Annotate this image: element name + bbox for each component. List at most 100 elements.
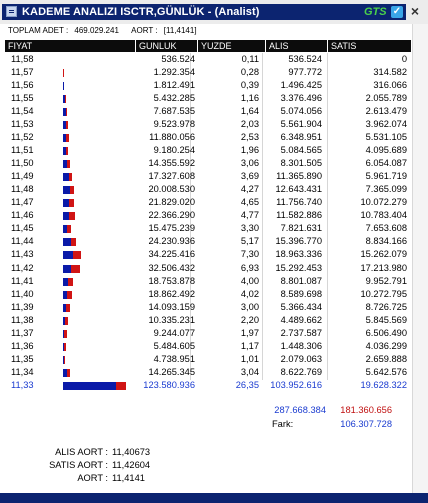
price-cell: 11,46 <box>11 210 34 221</box>
table-row[interactable]: 11,34 14.265.345 3,04 8.622.769 5.642.576 <box>5 366 411 379</box>
ask-bar <box>73 251 81 260</box>
ask-bar <box>63 69 64 78</box>
table-row[interactable]: 11,56 1.812.491 0,39 1.496.425 316.066 <box>5 79 411 92</box>
fark-value: 106.307.728 <box>340 419 392 429</box>
table-row[interactable]: 11,38 10.335.231 2,20 4.489.662 5.845.569 <box>5 314 411 327</box>
quantity-cell: 11.880.056 <box>149 132 195 143</box>
satis-cell: 6.054.087 <box>365 158 407 169</box>
percent-cell: 7,30 <box>240 249 259 260</box>
col-alis[interactable]: ALIS <box>265 40 327 52</box>
quantity-cell: 17.327.608 <box>148 171 195 182</box>
close-icon[interactable]: × <box>410 3 420 19</box>
alis-cell: 11.582.886 <box>276 210 322 221</box>
ask-bar <box>67 160 70 169</box>
quantity-cell: 1.292.354 <box>153 67 195 78</box>
window-menu-icon[interactable] <box>6 6 17 17</box>
bid-bar <box>63 329 64 338</box>
price-cell: 11,44 <box>11 236 34 247</box>
aort-total: AORT : 11,4141 <box>20 473 145 483</box>
brand-label: GTS <box>364 6 387 18</box>
col-fiyat[interactable]: FIYAT <box>8 41 33 51</box>
quantity-cell: 14.265.345 <box>148 366 195 377</box>
table-row[interactable]: 11,50 14.355.592 3,06 8.301.505 6.054.087 <box>5 157 411 170</box>
quantity-cell: 18.753.878 <box>148 275 195 286</box>
table-row[interactable]: 11,42 32.506.432 6,93 15.292.453 17.213.980 <box>5 262 411 275</box>
table-row[interactable]: 11,45 15.475.239 3,30 7.821.631 7.653.608 <box>5 222 411 235</box>
table-row[interactable]: 11,55 5.432.285 1,16 3.376.496 2.055.789 <box>5 92 411 105</box>
ask-bar <box>69 173 72 182</box>
percent-cell: 1,64 <box>240 106 259 117</box>
quantity-cell: 20.008.530 <box>148 184 195 195</box>
table-row[interactable]: 11,58 536.524 0,11 536.524 0 <box>5 53 411 66</box>
price-cell: 11,49 <box>11 171 34 182</box>
col-yuzde[interactable]: YUZDE <box>197 40 265 52</box>
col-satis[interactable]: SATIS <box>327 40 411 52</box>
quantity-cell: 34.225.416 <box>148 249 195 260</box>
bid-bar <box>63 316 65 325</box>
table-row[interactable]: 11,52 11.880.056 2,53 6.348.951 5.531.105 <box>5 131 411 144</box>
table-row[interactable]: 11,39 14.093.159 3,00 5.366.434 8.726.725 <box>5 301 411 314</box>
table-row[interactable]: 11,57 1.292.354 0,28 977.772 314.582 <box>5 66 411 79</box>
quantity-cell: 24.230.936 <box>148 236 195 247</box>
table-row[interactable]: 11,44 24.230.936 5,17 15.396.770 8.834.166 <box>5 235 411 248</box>
table-row[interactable]: 11,41 18.753.878 4,00 8.801.087 9.952.791 <box>5 275 411 288</box>
price-cell: 11,58 <box>11 54 34 64</box>
satis-cell: 6.506.490 <box>365 327 407 338</box>
alis-cell: 15.292.453 <box>275 262 322 273</box>
bid-bar <box>63 251 73 260</box>
table-row[interactable]: 11,47 21.829.020 4,65 11.756.740 10.072.279 <box>5 196 411 209</box>
aort-total-value: 11,4141 <box>112 473 145 483</box>
table-row[interactable]: 11,37 9.244.077 1,97 2.737.587 6.506.490 <box>5 327 411 340</box>
title-bar-inner: KADEME ANALIZI ISCTR,GÜNLÜK - (Analist) … <box>2 4 406 20</box>
quantity-cell: 9.523.978 <box>153 119 195 130</box>
satis-cell: 8.726.725 <box>365 301 407 312</box>
bid-bar <box>63 95 65 104</box>
total-satis: 181.360.656 <box>340 405 392 415</box>
table-row[interactable]: 11,35 4.738.951 1,01 2.079.063 2.659.888 <box>5 353 411 366</box>
title-bar[interactable]: KADEME ANALIZI ISCTR,GÜNLÜK - (Analist) … <box>0 0 428 24</box>
table-row[interactable]: 11,43 34.225.416 7,30 18.963.336 15.262.079 <box>5 248 411 261</box>
quantity-cell: 123.580.936 <box>143 379 195 390</box>
ask-bar <box>64 355 65 364</box>
ask-bar <box>66 108 67 117</box>
bid-bar <box>63 355 64 364</box>
bid-bar <box>63 199 69 208</box>
ask-bar <box>67 225 71 234</box>
table-row[interactable]: 11,46 22.366.290 4,77 11.582.886 10.783.404 <box>5 209 411 222</box>
aort-total-label: AORT : <box>77 473 108 483</box>
price-cell: 11,35 <box>11 353 34 364</box>
price-cell: 11,36 <box>11 340 34 351</box>
alis-cell: 1.448.306 <box>280 340 322 351</box>
col-gunluk-adet[interactable]: GUNLUK ADET <box>135 40 197 63</box>
table-row[interactable]: 11,49 17.327.608 3,69 11.365.890 5.961.719 <box>5 170 411 183</box>
bid-bar <box>63 381 116 390</box>
ask-bar <box>116 381 126 390</box>
satis-cell: 3.962.074 <box>365 119 407 130</box>
alis-cell: 8.589.698 <box>280 288 322 299</box>
table-row[interactable]: 11,40 18.862.492 4,02 8.589.698 10.272.795 <box>5 288 411 301</box>
quantity-cell: 536.524 <box>161 54 195 64</box>
table-row[interactable]: 11,51 9.180.254 1,96 5.084.565 4.095.689 <box>5 144 411 157</box>
column-divider <box>262 53 263 380</box>
alis-aort-value: 11,40673 <box>112 447 151 457</box>
fark-label: Fark: <box>272 419 294 429</box>
ask-bar <box>69 199 74 208</box>
ask-bar <box>64 342 66 351</box>
bid-bar <box>63 225 67 234</box>
ask-bar <box>66 303 70 312</box>
quantity-cell: 18.862.492 <box>148 288 195 299</box>
table-row[interactable]: 11,36 5.484.605 1,17 1.448.306 4.036.299 <box>5 340 411 353</box>
table-row[interactable]: 11,48 20.008.530 4,27 12.643.431 7.365.099 <box>5 183 411 196</box>
satis-cell: 15.262.079 <box>360 249 407 260</box>
table-row[interactable]: 11,33 123.580.936 26,35 103.952.616 19.628.3… <box>5 379 411 392</box>
satis-cell: 2.613.479 <box>365 106 407 117</box>
alis-cell: 2.079.063 <box>280 353 322 364</box>
table-row[interactable]: 11,53 9.523.978 2,03 5.561.904 3.962.074 <box>5 118 411 131</box>
total-value: 469.029.241 <box>74 26 119 35</box>
twitter-icon[interactable]: ✓ <box>391 6 403 18</box>
satis-cell: 2.055.789 <box>365 93 407 104</box>
table-row[interactable]: 11,54 7.687.535 1,64 5.074.056 2.613.479 <box>5 105 411 118</box>
satis-cell: 316.066 <box>373 80 407 91</box>
bid-bar <box>63 121 66 130</box>
column-divider <box>327 53 328 380</box>
